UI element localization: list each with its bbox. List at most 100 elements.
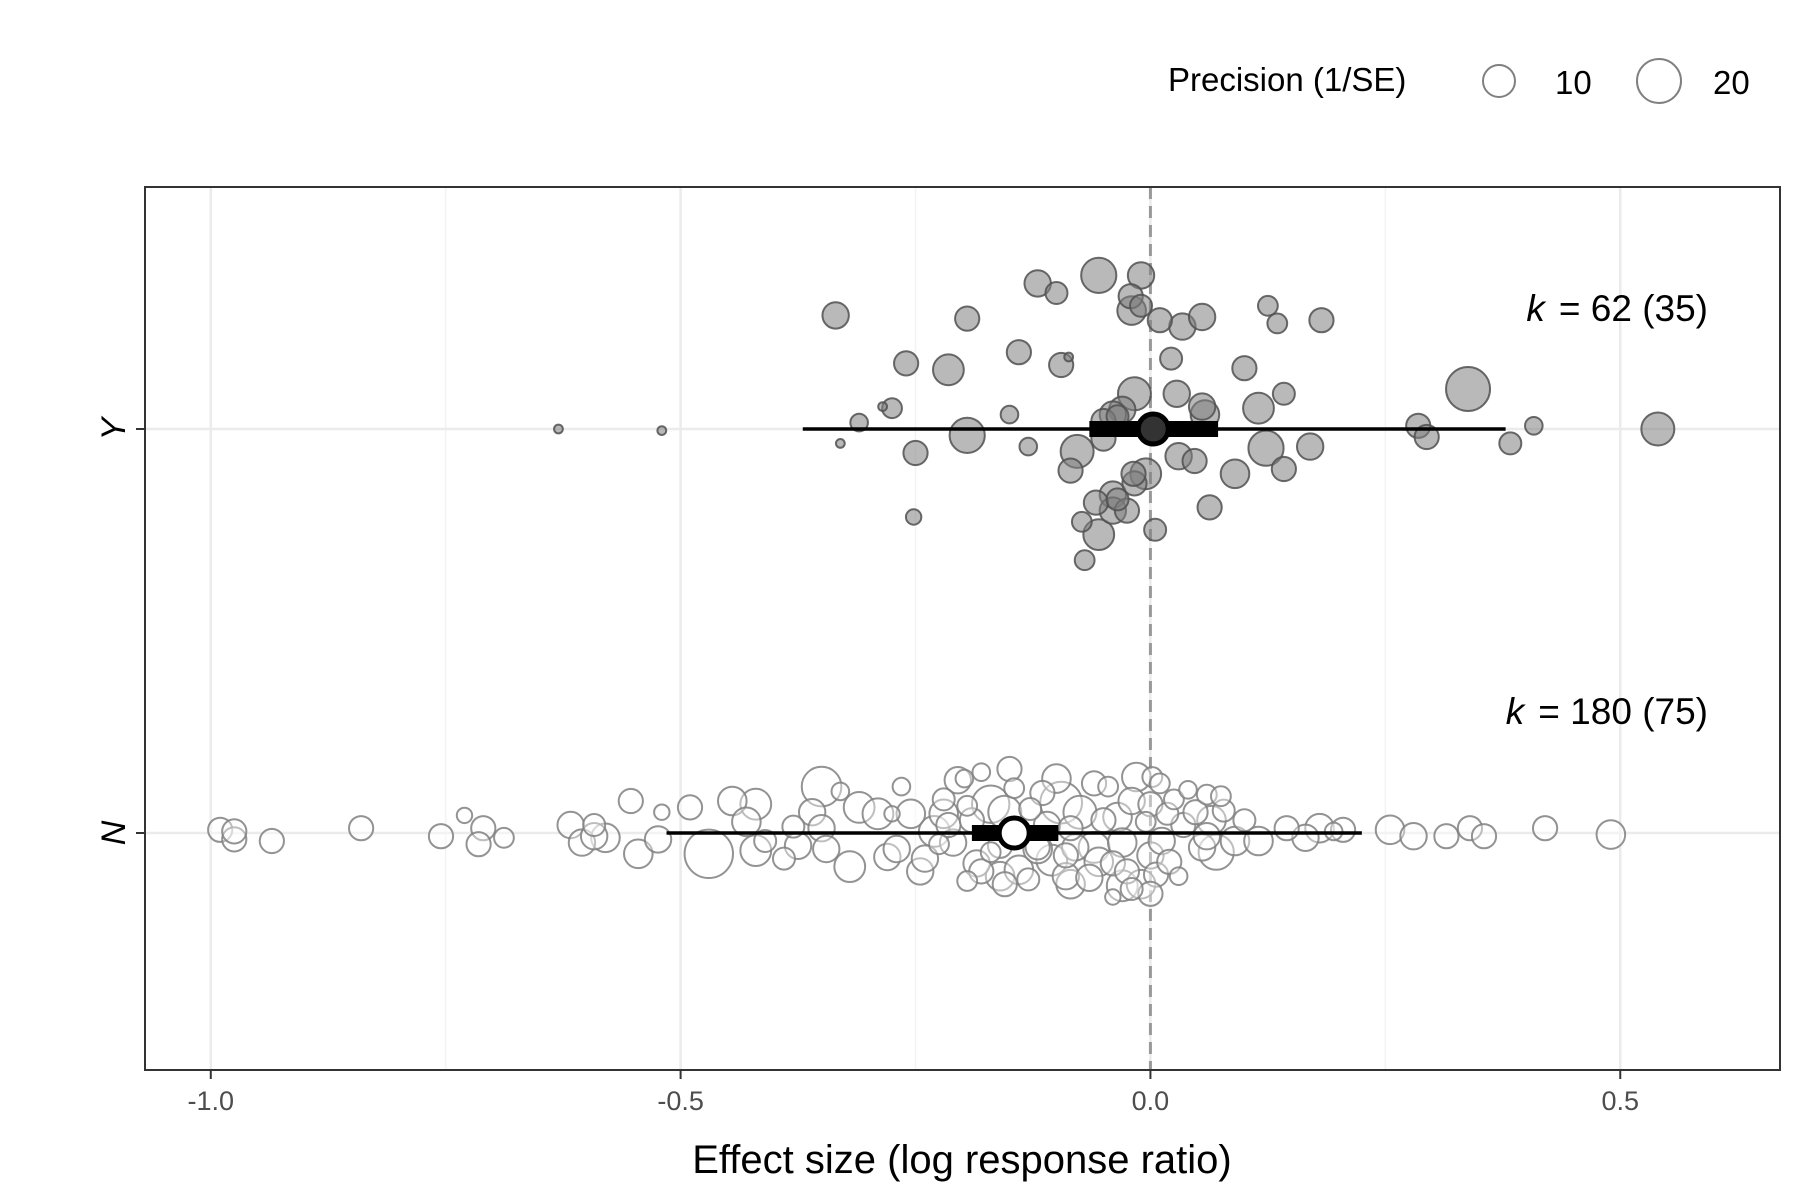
data-point-y — [1242, 391, 1275, 425]
data-point-n — [1192, 822, 1222, 851]
data-point-n — [1041, 763, 1072, 794]
data-point-n — [833, 850, 867, 883]
data-point-n — [221, 818, 248, 845]
data-point-n — [807, 814, 836, 843]
data-point-y — [999, 404, 1020, 425]
data-point-y — [1005, 339, 1032, 366]
x-axis: -1.0 -0.5 0.0 0.5 — [188, 1070, 1639, 1116]
k-annotations: k = 62 (35) k = 180 (75) — [1506, 288, 1708, 732]
data-point-n — [683, 828, 734, 879]
plot-panel — [145, 187, 1780, 1070]
data-point-y — [1231, 355, 1258, 382]
data-point-n — [1163, 788, 1185, 811]
data-point-n — [797, 798, 827, 827]
data-point-n — [1121, 761, 1152, 793]
data-point-n — [861, 797, 895, 831]
data-point-n — [427, 823, 455, 850]
legend-circle-small — [1482, 64, 1516, 98]
data-point-y — [948, 416, 986, 454]
data-point-n — [895, 798, 927, 830]
data-point-y — [1143, 517, 1168, 542]
data-point-y — [1082, 489, 1110, 516]
data-point-n — [1134, 810, 1157, 833]
data-point-y — [1070, 510, 1093, 533]
data-point-n — [1433, 823, 1460, 850]
data-point-n — [812, 834, 841, 864]
data-point-n — [1182, 799, 1209, 826]
data-point-n — [1137, 880, 1164, 907]
y-axis-labels: YN — [95, 415, 145, 845]
data-point-n — [1178, 780, 1198, 800]
data-point-n — [1090, 807, 1117, 834]
data-point-n — [996, 755, 1023, 783]
data-point-n — [1531, 815, 1559, 842]
data-point-y — [1219, 458, 1251, 490]
data-point-n — [979, 841, 1002, 864]
data-point-n — [1104, 888, 1122, 906]
summary-estimates — [666, 411, 1506, 851]
legend-circle-large — [1636, 58, 1682, 104]
data-point-y — [1181, 447, 1208, 475]
data-point-n — [653, 803, 671, 821]
data-point-y — [1498, 431, 1523, 456]
data-point-n — [956, 870, 979, 892]
data-point-y — [656, 425, 668, 437]
data-point-n — [470, 815, 497, 842]
data-point-y — [1256, 294, 1279, 317]
k-annotation-n: k = 180 (75) — [1506, 691, 1708, 732]
data-point-n — [348, 815, 375, 842]
x-tick-label: -0.5 — [657, 1086, 704, 1116]
mean-estimate-n — [996, 815, 1032, 851]
y-label-y: Y — [95, 415, 133, 440]
data-point-n — [954, 768, 975, 789]
legend-label-small: 10 — [1555, 64, 1592, 101]
data-point-n — [1374, 814, 1406, 846]
data-point-y — [904, 508, 923, 526]
data-point-y — [553, 423, 564, 435]
data-point-y — [1271, 381, 1296, 406]
data-point-n — [971, 762, 992, 783]
data-point-n — [716, 785, 748, 817]
data-point-n — [1075, 863, 1104, 892]
data-point-n — [731, 806, 762, 838]
data-point-y — [834, 438, 846, 449]
data-point-n — [956, 794, 979, 817]
data-point-n — [1080, 770, 1108, 797]
data-point-n — [1595, 819, 1627, 850]
data-point-n — [643, 825, 673, 854]
data-point-n — [830, 781, 851, 802]
data-point-n — [1210, 785, 1232, 808]
data-point-n — [1232, 808, 1257, 833]
data-point-n — [1470, 823, 1498, 850]
data-point-y — [821, 301, 850, 330]
data-point-n — [1148, 772, 1171, 795]
data-point-y — [849, 412, 869, 433]
data-point-n — [771, 846, 796, 871]
legend-label-large: 20 — [1713, 64, 1750, 101]
data-point-y — [1413, 423, 1440, 451]
data-point-y — [1196, 494, 1223, 521]
data-point-n — [1016, 867, 1041, 892]
data-point-n — [676, 794, 704, 821]
data-point-n — [1097, 775, 1120, 798]
data-point-n — [1003, 777, 1026, 800]
data-point-n — [842, 791, 876, 824]
data-point-y — [1640, 411, 1676, 447]
data-point-n — [617, 787, 644, 815]
data-point-y — [1063, 351, 1075, 363]
data-point-y — [1308, 307, 1335, 334]
legend: Precision (1/SE) 10 20 — [1168, 58, 1750, 104]
y-label-n: N — [95, 820, 133, 845]
data-point-y — [1080, 256, 1118, 294]
data-point-n — [221, 826, 248, 853]
data-point-y — [1073, 549, 1096, 572]
data-point-n — [1018, 797, 1043, 821]
x-axis-title: Effect size (log response ratio) — [692, 1138, 1232, 1182]
data-point-y — [1120, 460, 1147, 487]
data-point-n — [931, 787, 956, 812]
data-point-n — [883, 805, 901, 823]
data-point-y — [1057, 457, 1084, 484]
data-point-y — [1146, 307, 1173, 334]
data-point-n — [800, 765, 843, 808]
